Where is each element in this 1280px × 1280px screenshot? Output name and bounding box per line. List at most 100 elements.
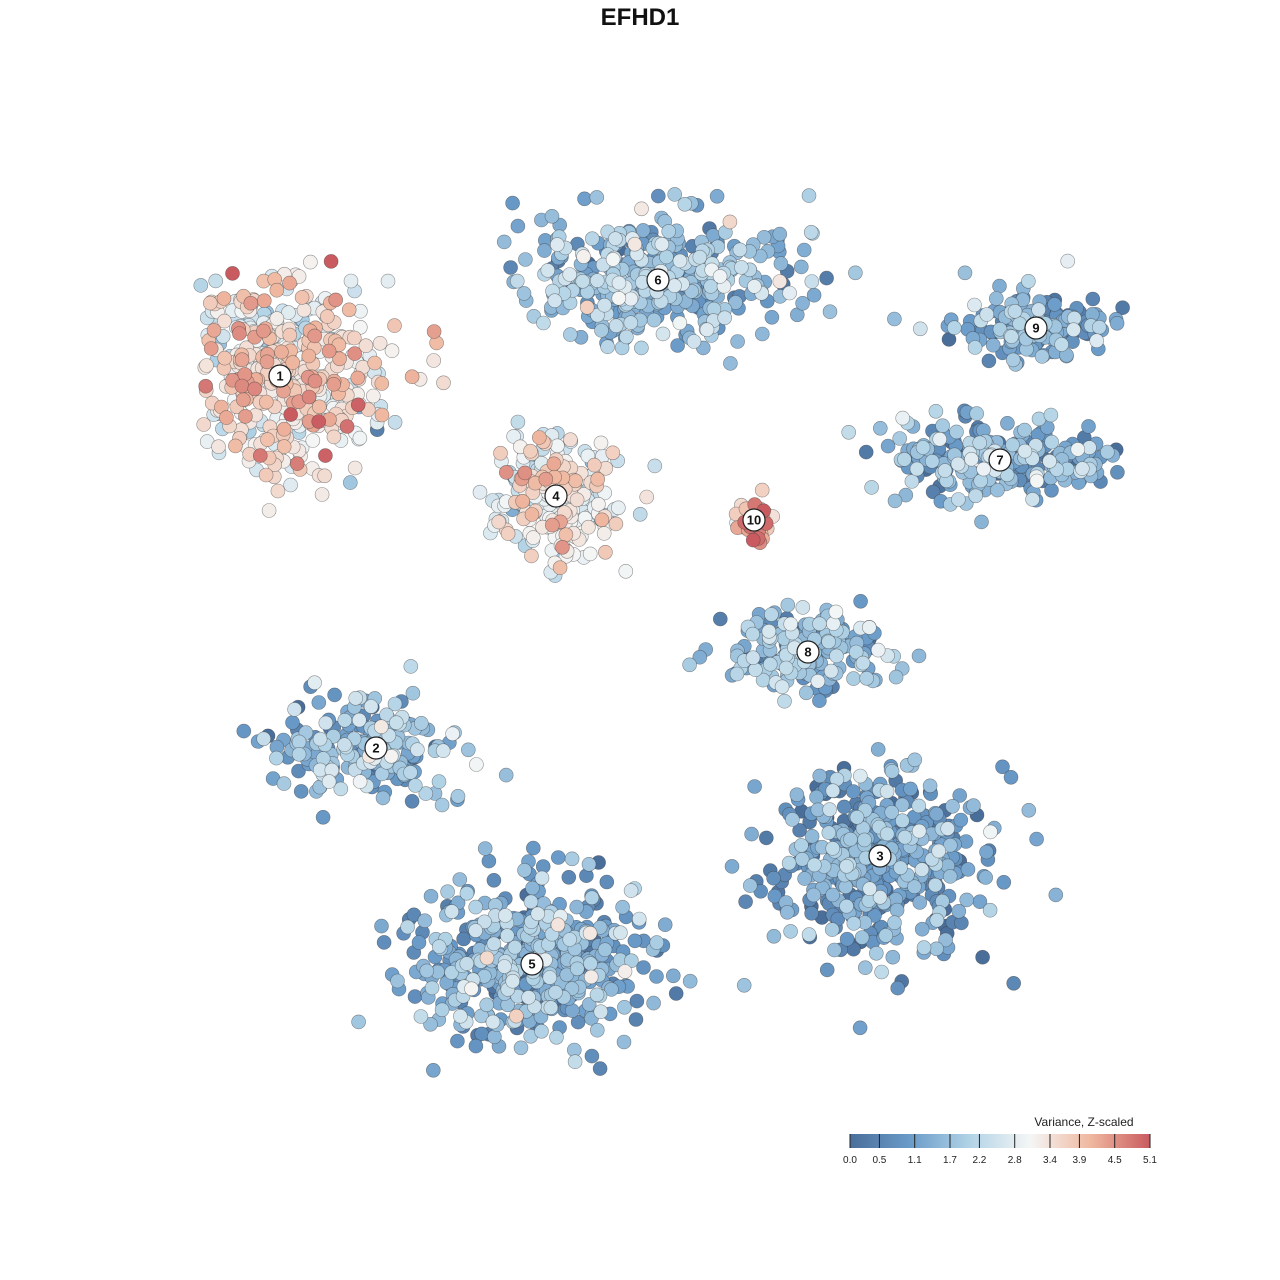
cell-point bbox=[839, 858, 854, 874]
cell-point bbox=[497, 908, 513, 923]
cell-point bbox=[276, 421, 292, 437]
cell-point bbox=[723, 356, 738, 371]
cell-point bbox=[285, 715, 300, 730]
cell-point bbox=[646, 995, 661, 1011]
cell-point bbox=[967, 297, 982, 313]
cell-point bbox=[198, 378, 213, 394]
cell-point bbox=[938, 932, 953, 948]
cell-point bbox=[822, 802, 837, 817]
legend-title: Variance, Z-scaled bbox=[1034, 1115, 1133, 1129]
cell-point bbox=[555, 539, 570, 555]
cell-point bbox=[952, 788, 968, 803]
cell-point bbox=[536, 315, 551, 331]
cell-point bbox=[1034, 349, 1050, 364]
cell-point bbox=[1109, 315, 1125, 331]
cell-point bbox=[880, 438, 896, 454]
cell-point bbox=[424, 980, 440, 996]
cell-point bbox=[821, 634, 836, 650]
cell-point bbox=[1054, 337, 1069, 352]
cell-point bbox=[1110, 464, 1125, 480]
cell-point bbox=[388, 715, 404, 731]
cluster-label-4: 4 bbox=[544, 484, 568, 508]
cell-point bbox=[895, 410, 911, 426]
cell-point bbox=[193, 278, 209, 293]
cell-point bbox=[503, 260, 518, 275]
cell-point bbox=[892, 431, 908, 446]
cell-point bbox=[341, 302, 357, 318]
cell-point bbox=[1115, 300, 1130, 316]
cell-point bbox=[384, 343, 400, 359]
cell-point bbox=[423, 888, 439, 904]
cell-point bbox=[611, 275, 627, 291]
cluster-label-text: 8 bbox=[804, 645, 811, 660]
cell-point bbox=[509, 1008, 524, 1024]
cell-point bbox=[907, 879, 922, 895]
cell-point bbox=[915, 440, 931, 455]
cell-point bbox=[1092, 319, 1107, 335]
cell-point bbox=[562, 327, 578, 342]
cell-point bbox=[387, 318, 402, 333]
cell-point bbox=[617, 964, 633, 979]
cluster-label-2: 2 bbox=[364, 736, 388, 760]
legend-tick-label: 3.4 bbox=[1043, 1155, 1057, 1166]
cell-point bbox=[238, 409, 253, 424]
cell-point bbox=[423, 1017, 438, 1032]
cell-point bbox=[258, 394, 274, 410]
cell-point bbox=[407, 778, 423, 793]
cell-point bbox=[848, 644, 864, 660]
cell-point bbox=[841, 424, 857, 440]
cell-point bbox=[969, 406, 985, 421]
cell-point bbox=[567, 1054, 583, 1069]
cell-point bbox=[259, 354, 275, 370]
cell-point bbox=[605, 445, 621, 461]
cell-point bbox=[417, 913, 433, 929]
cell-point bbox=[456, 931, 471, 947]
cell-point bbox=[717, 310, 733, 326]
cell-point bbox=[794, 851, 810, 867]
cell-point bbox=[839, 931, 855, 947]
cell-point bbox=[745, 626, 761, 642]
cell-point bbox=[450, 1033, 465, 1049]
cell-point bbox=[525, 530, 541, 545]
legend-tick-label: 2.2 bbox=[972, 1155, 986, 1166]
cell-point bbox=[538, 471, 554, 487]
cell-point bbox=[1017, 422, 1032, 438]
cell-point bbox=[747, 779, 762, 794]
cell-point bbox=[593, 1004, 609, 1020]
cell-point bbox=[589, 1022, 605, 1038]
cell-point bbox=[332, 351, 347, 367]
cell-point bbox=[269, 750, 284, 766]
cell-point bbox=[216, 291, 232, 306]
cell-point bbox=[968, 488, 984, 504]
cell-point bbox=[617, 999, 632, 1015]
cell-point bbox=[550, 438, 565, 454]
cell-point bbox=[211, 439, 226, 455]
cell-point bbox=[623, 883, 639, 898]
cell-point bbox=[549, 237, 565, 252]
cell-point bbox=[358, 338, 374, 354]
cell-point bbox=[618, 563, 634, 579]
cell-point bbox=[234, 378, 250, 394]
cell-point bbox=[247, 381, 262, 397]
cell-point bbox=[992, 321, 1008, 337]
cell-point bbox=[795, 600, 811, 615]
cell-point bbox=[747, 279, 762, 294]
cell-point bbox=[745, 532, 761, 548]
cell-point bbox=[365, 388, 381, 404]
cell-point bbox=[569, 492, 585, 508]
cell-point bbox=[995, 759, 1010, 775]
cell-point bbox=[196, 417, 211, 432]
cell-point bbox=[766, 870, 781, 886]
cell-point bbox=[801, 188, 817, 203]
cell-point bbox=[887, 493, 903, 509]
cell-point bbox=[350, 370, 366, 386]
cell-point bbox=[486, 872, 502, 888]
cell-point bbox=[485, 1014, 501, 1030]
cell-point bbox=[208, 273, 223, 289]
cell-point bbox=[576, 249, 591, 264]
cell-point bbox=[613, 925, 628, 941]
cell-point bbox=[516, 286, 532, 301]
cell-point bbox=[682, 657, 697, 673]
cell-point bbox=[728, 295, 743, 310]
cell-point bbox=[1075, 461, 1090, 476]
